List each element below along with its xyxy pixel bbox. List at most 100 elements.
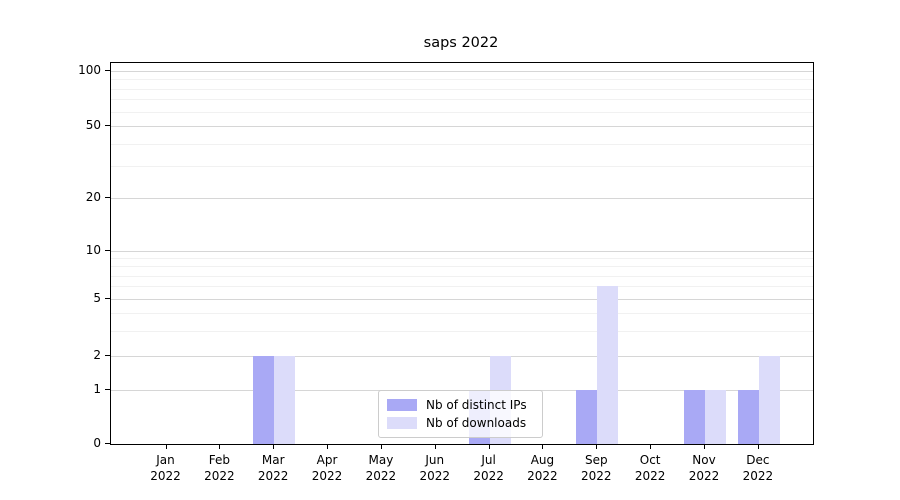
minor-gridline — [111, 275, 813, 277]
chart-title: saps 2022 — [423, 35, 499, 51]
minor-gridline — [111, 99, 813, 101]
legend-item-distinct-ips: Nb of distinct IPs — [387, 397, 534, 414]
minor-gridline — [111, 266, 813, 268]
x-tick-year: 2022 — [527, 469, 558, 483]
major-gridline — [111, 198, 813, 199]
minor-gridline — [111, 88, 813, 90]
minor-gridline — [111, 286, 813, 288]
major-gridline — [111, 251, 813, 252]
x-tick-label: Aug 2022 — [510, 452, 574, 484]
bar-distinct-ips-nov — [684, 390, 705, 444]
y-tick-label: 2 — [93, 348, 101, 362]
major-gridline — [111, 299, 813, 300]
x-tick-mark — [488, 444, 490, 449]
y-tick-mark — [105, 197, 110, 198]
legend-swatch-distinct-ips — [387, 399, 417, 411]
x-tick-month: Nov — [692, 453, 716, 467]
bar-downloads-sep — [597, 286, 619, 444]
x-tick-label: Dec 2022 — [726, 452, 790, 484]
major-gridline — [111, 356, 813, 357]
x-tick-label: May 2022 — [349, 452, 413, 484]
x-tick-mark — [596, 444, 598, 449]
x-tick-year: 2022 — [311, 469, 343, 483]
major-gridline — [111, 126, 813, 127]
x-tick-mark — [434, 444, 436, 449]
x-tick-year: 2022 — [688, 469, 720, 483]
x-tick-month: Jul — [481, 453, 496, 467]
x-tick-label: Sep 2022 — [564, 452, 628, 484]
x-tick-mark — [380, 444, 382, 449]
legend-label: Nb of downloads — [426, 416, 527, 430]
y-tick-mark — [105, 443, 110, 444]
y-tick-label: 100 — [78, 63, 101, 77]
x-tick-label: Oct 2022 — [618, 452, 682, 484]
y-tick-mark — [105, 355, 110, 356]
bar-downloads-mar — [274, 356, 296, 444]
x-tick-month: Feb — [208, 453, 230, 467]
legend: Nb of distinct IPs Nb of downloads — [378, 390, 543, 438]
y-tick-label: 10 — [85, 243, 101, 257]
x-tick-mark — [327, 444, 329, 449]
x-tick-year: 2022 — [419, 469, 451, 483]
x-tick-month: Sep — [584, 453, 608, 467]
y-tick-mark — [105, 125, 110, 126]
x-tick-month: Jan — [156, 453, 175, 467]
x-tick-year: 2022 — [581, 469, 612, 483]
legend-swatch-downloads — [387, 417, 417, 429]
legend-label: Nb of distinct IPs — [426, 398, 527, 412]
x-tick-label: Jun 2022 — [403, 452, 467, 484]
y-tick-mark — [105, 389, 110, 390]
minor-gridline — [111, 330, 813, 332]
minor-gridline — [111, 258, 813, 260]
x-tick-year: 2022 — [742, 469, 774, 483]
x-tick-year: 2022 — [365, 469, 397, 483]
y-tick-label: 5 — [93, 291, 101, 305]
y-tick-label: 50 — [85, 118, 101, 132]
y-tick-label: 1 — [93, 382, 101, 396]
x-tick-mark — [704, 444, 705, 449]
x-tick-mark — [757, 444, 759, 449]
major-gridline — [111, 71, 813, 72]
x-tick-mark — [273, 444, 275, 449]
minor-gridline — [111, 111, 813, 113]
x-tick-month: Aug — [530, 453, 555, 467]
bar-downloads-dec — [758, 356, 780, 444]
x-tick-label: Feb 2022 — [187, 452, 251, 484]
minor-gridline — [111, 312, 813, 314]
legend-item-downloads: Nb of downloads — [387, 415, 534, 432]
bar-distinct-ips-dec — [737, 390, 759, 444]
minor-gridline — [111, 143, 813, 145]
x-tick-label: Mar 2022 — [241, 452, 305, 484]
x-tick-month: Apr — [316, 453, 338, 467]
y-tick-label: 20 — [85, 190, 101, 204]
x-tick-year: 2022 — [634, 469, 666, 483]
x-tick-mark — [542, 444, 544, 449]
x-tick-year: 2022 — [204, 469, 235, 483]
y-tick-mark — [105, 298, 110, 299]
bar-downloads-nov — [705, 390, 726, 444]
bar-distinct-ips-mar — [253, 356, 275, 444]
x-tick-mark — [650, 444, 652, 449]
plot-area — [110, 62, 814, 445]
x-tick-year: 2022 — [257, 469, 289, 483]
bar-distinct-ips-sep — [576, 390, 598, 444]
x-tick-month: Dec — [746, 453, 770, 467]
x-tick-month: May — [368, 453, 394, 467]
x-tick-month: Jun — [425, 453, 445, 467]
x-tick-year: 2022 — [150, 469, 181, 483]
x-tick-month: Mar — [261, 453, 285, 467]
x-tick-label: Apr 2022 — [295, 452, 359, 484]
minor-gridline — [111, 79, 813, 81]
x-tick-month: Oct — [639, 453, 661, 467]
minor-gridline — [111, 166, 813, 168]
x-tick-label: Jul 2022 — [457, 452, 521, 484]
y-tick-mark — [105, 70, 110, 71]
x-tick-mark — [165, 444, 167, 449]
x-tick-label: Nov 2022 — [672, 452, 736, 484]
y-tick-mark — [105, 250, 110, 251]
x-tick-mark — [219, 444, 221, 449]
y-tick-label: 0 — [93, 436, 101, 450]
x-tick-year: 2022 — [473, 469, 504, 483]
x-tick-label: Jan 2022 — [134, 452, 198, 484]
